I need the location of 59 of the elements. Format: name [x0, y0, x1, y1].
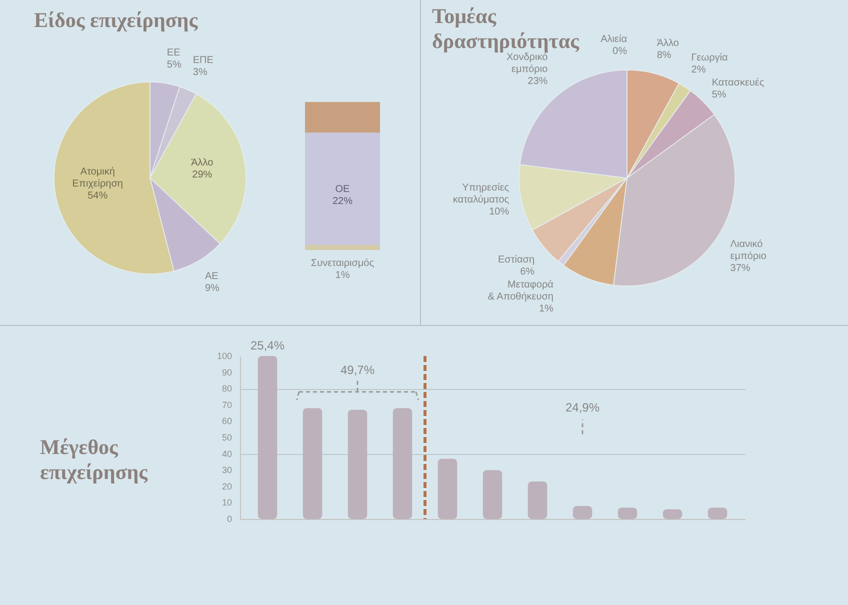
text: 25,4%: [250, 338, 285, 352]
data-label: 2%: [691, 64, 706, 76]
y-tick-label: 70: [222, 400, 232, 410]
data-label: 6%: [520, 266, 535, 278]
chart-title: Τομέας δραστηριότητας: [432, 4, 580, 53]
bar: [348, 410, 368, 519]
bar: [258, 356, 278, 519]
data-label: 10%: [489, 206, 510, 218]
data-label: 54%: [88, 190, 108, 202]
bar: [528, 482, 548, 519]
y-tick-label: 40: [222, 448, 232, 459]
data-label: 29%: [192, 170, 212, 181]
slice-label: ΕΕ: [166, 47, 181, 58]
series-label: Συνεταιρισμός: [310, 258, 374, 269]
data-label: 37%: [730, 263, 750, 274]
data-label: 8%: [656, 50, 672, 61]
slice-label: Άλλο: [656, 38, 680, 49]
chart-title: Είδος επιχείρησης: [34, 8, 199, 32]
slice-label: Ατομική Επιχείρηση: [72, 166, 123, 190]
y-tick-label: 50: [222, 432, 232, 442]
slice-label: ΕΠΕ: [192, 54, 214, 66]
data-label: 9%: [204, 282, 220, 294]
bar: [708, 508, 728, 519]
annotation: 24,9%: [565, 400, 600, 414]
y-tick-label: 10: [222, 498, 232, 508]
y-tick-label: 60: [222, 416, 232, 426]
category-label: Αλιεία: [600, 34, 627, 45]
bar: [438, 458, 458, 519]
slice-label: Λιανικό εμπόριο: [730, 239, 767, 262]
data-label: 22%: [332, 196, 353, 207]
y-tick-label: 20: [222, 481, 232, 492]
series-label: ΟΕ: [335, 184, 350, 195]
data-label: 1%: [335, 270, 350, 281]
bar: [482, 470, 502, 519]
slice-label: Μεταφορά & Αποθήκευση: [488, 279, 554, 302]
data-label: 3%: [192, 66, 208, 78]
annotation: 49,7%: [340, 362, 375, 377]
data-label: 5%: [712, 90, 726, 101]
text: 0%: [612, 46, 627, 57]
y-tick-label: 80: [222, 384, 232, 394]
bar: [618, 508, 638, 519]
y-tick-label: 100: [216, 351, 232, 361]
y-tick-label: 90: [222, 367, 232, 378]
y-tick-label: 30: [222, 465, 232, 476]
text: Μέγεθος επιχείρησης: [40, 435, 149, 484]
y-tick-label: 0: [226, 514, 232, 524]
slice-label: Άλλο: [191, 158, 214, 169]
slice-label: ΑΕ: [204, 270, 219, 282]
slice-label: Χονδρικό εμπόριο: [506, 52, 548, 75]
bar: [302, 408, 322, 519]
data-label: 5%: [166, 59, 182, 70]
data-label: 23%: [528, 76, 548, 87]
slice-label: Εστίαση: [498, 254, 535, 266]
slice-label: Γεωργία: [691, 52, 728, 64]
bar: [572, 506, 592, 519]
slice-label: Υπηρεσίες καταλύματος: [452, 182, 510, 206]
data-label: 1%: [539, 303, 554, 314]
bar: [392, 408, 412, 519]
slice-label: Κατασκευές: [712, 78, 764, 89]
